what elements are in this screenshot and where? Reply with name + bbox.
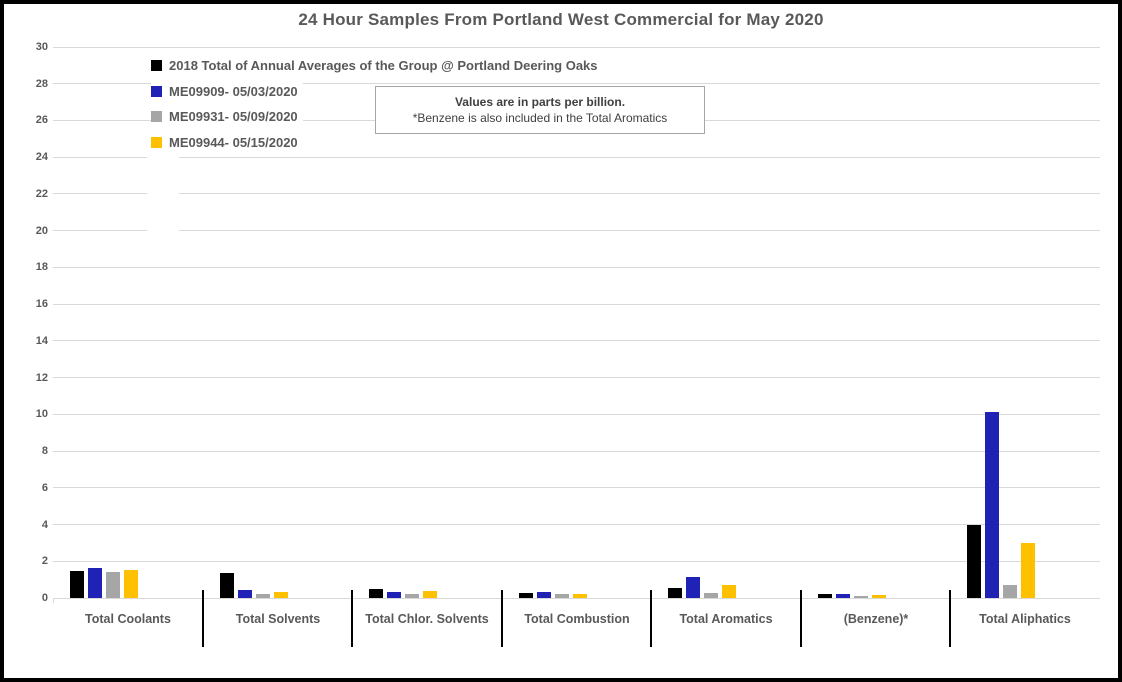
bar--benzene--series-1 bbox=[836, 594, 850, 598]
legend-label: ME09944- 05/15/2020 bbox=[169, 135, 298, 150]
bar-total-solvents-series-1 bbox=[238, 590, 252, 598]
bar-total-aliphatics-series-2 bbox=[1003, 585, 1017, 598]
bar-total-combustion-series-3 bbox=[573, 594, 587, 598]
legend-item: ME09944- 05/15/2020 bbox=[151, 134, 303, 151]
x-axis-category-label: Total Aromatics bbox=[679, 612, 773, 626]
bar--benzene--series-3 bbox=[872, 595, 886, 598]
bar-total-chlor-solvents-series-3 bbox=[423, 591, 437, 598]
bar-total-aliphatics-series-0 bbox=[967, 525, 981, 598]
category-separator-line bbox=[800, 590, 802, 647]
bar-total-aliphatics-series-1 bbox=[985, 412, 999, 598]
legend-marker-icon bbox=[151, 86, 162, 97]
y-axis-tick-label: 26 bbox=[35, 114, 48, 127]
y-axis-tick-label: 24 bbox=[35, 151, 48, 164]
bar-total-aromatics-series-3 bbox=[722, 585, 736, 598]
gridline bbox=[53, 560, 1100, 562]
category-separator-line bbox=[351, 590, 353, 647]
legend-marker-icon bbox=[151, 60, 162, 71]
bar--benzene--series-2 bbox=[854, 596, 868, 598]
gridline bbox=[53, 450, 1100, 452]
note-line-units: Values are in parts per billion. bbox=[454, 95, 626, 109]
gridline bbox=[53, 487, 1100, 489]
category-separator-line bbox=[650, 590, 652, 647]
gridline bbox=[53, 413, 1100, 415]
y-axis-tick-label: 22 bbox=[35, 187, 48, 200]
legend-marker-icon bbox=[151, 111, 162, 122]
legend-item: ME09931- 05/09/2020 bbox=[151, 108, 303, 125]
bar-total-coolants-series-3 bbox=[124, 570, 138, 598]
y-axis-tick-label: 12 bbox=[35, 371, 48, 384]
bar-total-coolants-series-2 bbox=[106, 572, 120, 598]
bar-total-aromatics-series-1 bbox=[686, 577, 700, 598]
gridline bbox=[53, 46, 1100, 48]
x-axis-category-label: Total Coolants bbox=[85, 612, 171, 626]
note-line-benzene: *Benzene is also included in the Total A… bbox=[412, 111, 668, 125]
bar-total-coolants-series-0 bbox=[70, 571, 84, 598]
category-separator-line bbox=[202, 590, 204, 647]
legend-label: 2018 Total of Annual Averages of the Gro… bbox=[169, 58, 598, 73]
gridline bbox=[53, 266, 1100, 268]
bar-total-coolants-series-1 bbox=[88, 568, 102, 598]
gridline bbox=[53, 303, 1100, 305]
legend-label: ME09909- 05/03/2020 bbox=[169, 84, 298, 99]
legend-item: 2018 Total of Annual Averages of the Gro… bbox=[151, 57, 603, 74]
category-separator-line bbox=[501, 590, 503, 647]
y-axis-tick-label: 10 bbox=[35, 408, 48, 421]
bar-total-combustion-series-1 bbox=[537, 592, 551, 598]
y-axis-tick-label: 14 bbox=[35, 334, 48, 347]
gridline bbox=[53, 597, 1100, 599]
bar--benzene--series-0 bbox=[818, 594, 832, 598]
y-axis-tick-label: 16 bbox=[35, 298, 48, 311]
chart-title: 24 Hour Samples From Portland West Comme… bbox=[298, 10, 824, 29]
bar-total-aromatics-series-2 bbox=[704, 593, 718, 598]
y-axis-tick-label: 6 bbox=[41, 481, 48, 494]
bar-total-solvents-series-3 bbox=[274, 592, 288, 598]
y-axis-tick-label: 18 bbox=[35, 261, 48, 274]
y-axis-tick-label: 28 bbox=[35, 77, 48, 90]
legend-label: ME09931- 05/09/2020 bbox=[169, 109, 298, 124]
bar-total-chlor-solvents-series-1 bbox=[387, 592, 401, 598]
bar-total-aliphatics-series-3 bbox=[1021, 543, 1035, 598]
y-axis-tick-label: 4 bbox=[41, 518, 48, 531]
x-axis-category-label: Total Solvents bbox=[235, 612, 321, 626]
x-axis-category-label: Total Aliphatics bbox=[979, 612, 1071, 626]
y-axis-tick-label: 2 bbox=[41, 555, 48, 568]
y-axis-tick-label: 0 bbox=[41, 592, 48, 604]
category-separator-line bbox=[949, 590, 951, 647]
legend-background-gap bbox=[147, 147, 179, 245]
bar-total-combustion-series-2 bbox=[555, 594, 569, 598]
x-axis-category-label: (Benzene)* bbox=[843, 612, 909, 626]
bar-total-chlor-solvents-series-2 bbox=[405, 594, 419, 598]
gridline bbox=[53, 156, 1100, 158]
x-axis-category-label: Total Chlor. Solvents bbox=[365, 612, 489, 626]
bar-total-solvents-series-0 bbox=[220, 573, 234, 598]
bar-total-combustion-series-0 bbox=[519, 593, 533, 598]
gridline bbox=[53, 377, 1100, 379]
y-axis-tick-label: 30 bbox=[35, 41, 48, 53]
gridline bbox=[53, 193, 1100, 195]
x-axis-category-label: Total Combustion bbox=[524, 612, 630, 626]
legend-item: ME09909- 05/03/2020 bbox=[151, 83, 303, 100]
y-axis-tick-label: 20 bbox=[35, 224, 48, 237]
gridline bbox=[53, 340, 1100, 342]
gridline bbox=[53, 524, 1100, 526]
bar-total-aromatics-series-0 bbox=[668, 588, 682, 598]
bar-total-chlor-solvents-series-0 bbox=[369, 589, 383, 598]
x-axis-origin-tick bbox=[53, 598, 54, 603]
gridline bbox=[53, 230, 1100, 232]
bar-total-solvents-series-2 bbox=[256, 594, 270, 598]
note-box: Values are in parts per billion. *Benzen… bbox=[375, 86, 705, 134]
gridline bbox=[53, 83, 1100, 85]
legend-marker-icon bbox=[151, 137, 162, 148]
y-axis-tick-label: 8 bbox=[41, 445, 48, 458]
